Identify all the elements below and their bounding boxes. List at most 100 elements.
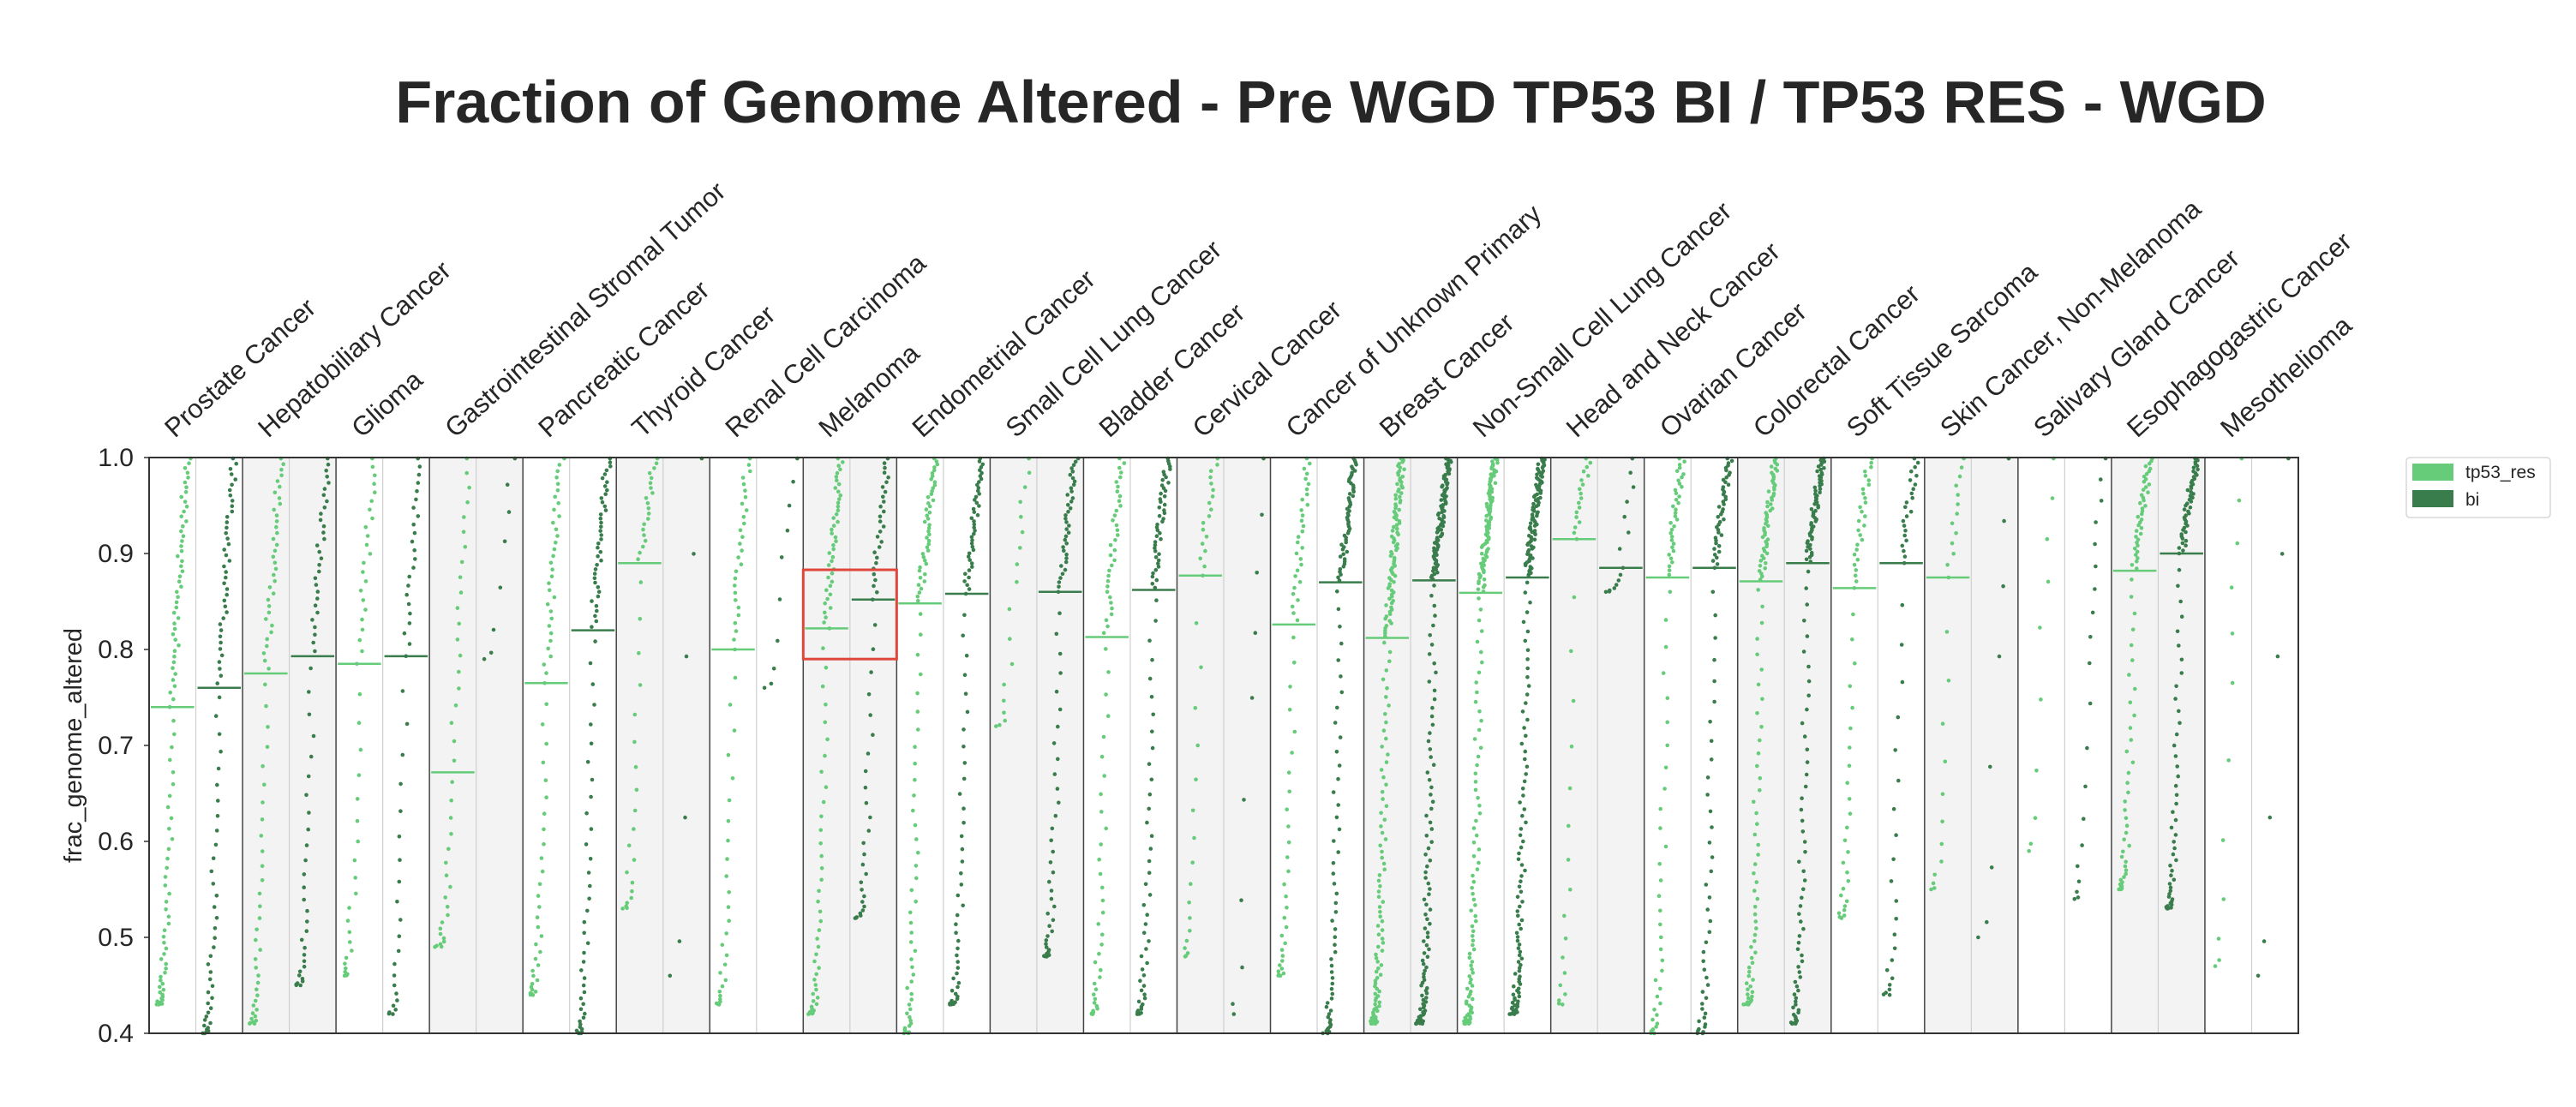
data-point	[1432, 546, 1436, 551]
data-point	[1517, 968, 1522, 973]
y-tick-label: 0.8	[98, 636, 134, 664]
data-point	[815, 996, 820, 1000]
data-point	[1063, 559, 1069, 565]
data-point	[1487, 519, 1492, 524]
data-points	[154, 456, 2291, 1036]
data-point	[1940, 721, 1945, 726]
data-point	[909, 991, 914, 996]
data-point	[818, 828, 824, 833]
data-point	[1187, 901, 1191, 905]
data-point	[1063, 567, 1068, 572]
data-point	[1894, 833, 1898, 837]
data-point	[1713, 536, 1718, 540]
data-point	[1429, 785, 1434, 790]
data-point	[1142, 992, 1147, 996]
data-point	[1900, 679, 1905, 685]
data-point	[956, 984, 960, 990]
data-point	[1162, 508, 1166, 512]
data-point	[625, 901, 629, 906]
data-point	[866, 692, 872, 697]
data-point	[1208, 475, 1213, 480]
data-point	[2143, 485, 2148, 489]
data-point	[1513, 1007, 1519, 1012]
data-point	[1726, 461, 1731, 465]
data-point	[438, 942, 443, 947]
data-point	[278, 501, 283, 506]
data-point	[1764, 511, 1768, 515]
data-point	[1794, 984, 1800, 989]
data-point	[977, 504, 981, 508]
data-point	[1160, 477, 1165, 482]
data-point	[967, 575, 971, 580]
data-point	[1022, 485, 1027, 489]
data-point	[1520, 813, 1525, 818]
data-point	[632, 827, 636, 831]
data-point	[1746, 992, 1750, 996]
data-point	[226, 542, 231, 547]
data-point	[970, 538, 974, 542]
data-point	[1105, 578, 1111, 583]
data-point	[2001, 583, 2005, 589]
data-point	[598, 549, 603, 554]
data-point	[599, 558, 603, 563]
data-point	[1628, 470, 1632, 475]
data-point	[1379, 768, 1384, 772]
data-point	[1893, 748, 1897, 752]
data-point	[1804, 557, 1809, 562]
data-point	[884, 480, 889, 485]
data-point	[1469, 989, 1473, 994]
data-point	[370, 464, 375, 470]
data-point	[1421, 1002, 1425, 1006]
data-point	[862, 894, 866, 899]
data-point	[624, 904, 628, 908]
data-point	[1044, 945, 1049, 949]
data-point	[926, 548, 931, 553]
data-point	[1894, 917, 1898, 921]
data-point	[307, 811, 311, 815]
data-point	[2188, 506, 2193, 510]
data-point	[1147, 893, 1153, 897]
data-point	[923, 558, 927, 563]
data-point	[1858, 505, 1862, 510]
data-point	[1753, 919, 1758, 924]
data-point	[1800, 953, 1804, 958]
data-point	[1523, 749, 1528, 754]
data-point	[598, 529, 602, 533]
data-point	[776, 638, 780, 643]
data-point	[1490, 459, 1495, 464]
data-point	[537, 905, 542, 909]
data-point	[921, 555, 926, 559]
data-point	[279, 467, 284, 472]
data-point	[1519, 889, 1524, 895]
data-point	[1477, 847, 1482, 852]
data-point	[1397, 462, 1401, 466]
data-point	[1802, 878, 1807, 883]
data-point	[1676, 478, 1680, 483]
data-point	[963, 691, 968, 696]
data-point	[1716, 549, 1722, 554]
data-point	[934, 459, 939, 464]
data-point	[1577, 500, 1581, 506]
data-point	[1425, 954, 1430, 959]
data-point	[585, 760, 590, 764]
data-point	[1092, 981, 1097, 986]
data-point	[1429, 806, 1434, 811]
data-point	[863, 769, 868, 774]
data-point	[1384, 668, 1389, 673]
data-point	[927, 523, 932, 527]
data-point	[1474, 919, 1478, 924]
data-point	[1057, 580, 1062, 584]
data-point	[172, 626, 177, 631]
data-point	[1797, 859, 1801, 865]
data-point	[1141, 984, 1147, 988]
data-point	[171, 678, 176, 682]
data-point	[174, 600, 179, 605]
data-point	[2127, 843, 2131, 848]
data-point	[997, 722, 1002, 727]
data-point	[1397, 519, 1402, 524]
data-point	[2134, 529, 2139, 533]
data-point	[179, 544, 183, 548]
data-point	[962, 745, 966, 749]
data-point	[206, 990, 211, 995]
data-point	[302, 959, 307, 964]
